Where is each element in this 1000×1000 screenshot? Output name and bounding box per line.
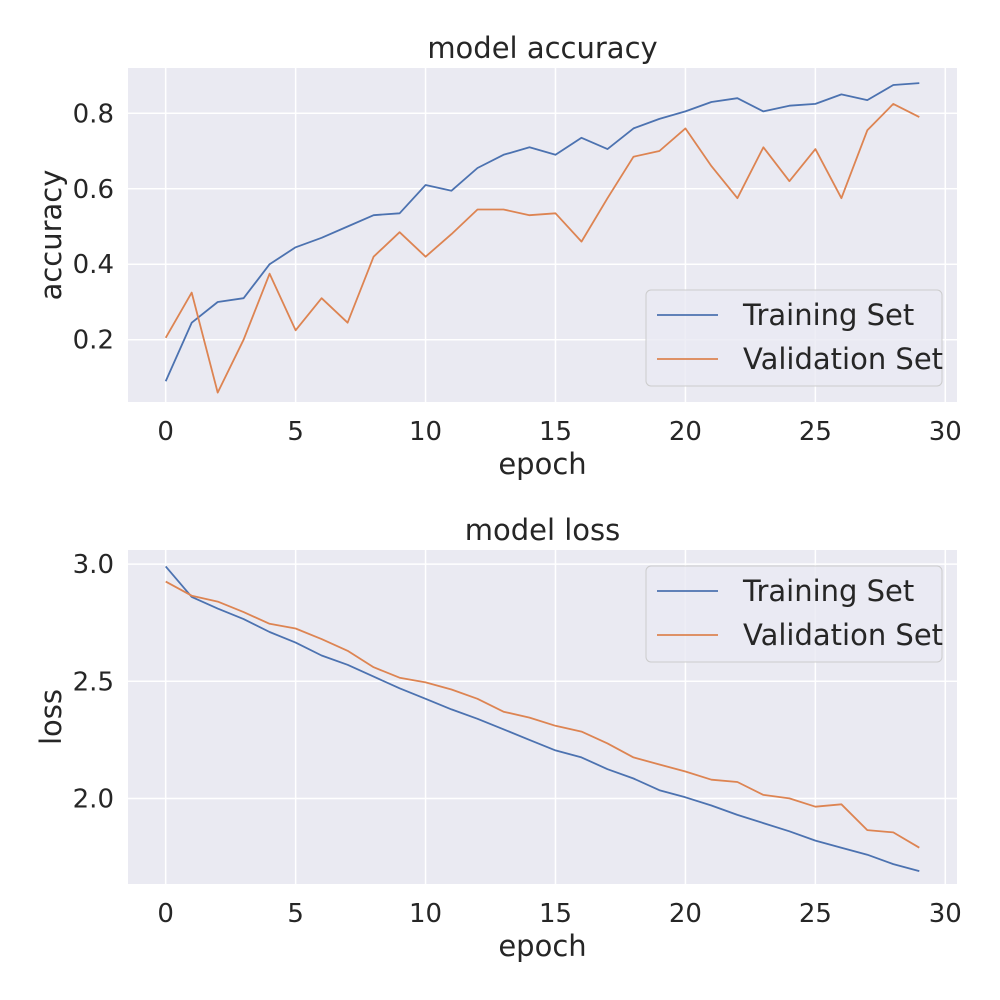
x-axis-label: epoch <box>498 929 586 963</box>
x-tick-label: 30 <box>929 899 962 929</box>
legend-label: Training Set <box>742 298 914 332</box>
legend-box <box>645 565 943 663</box>
x-tick-label: 20 <box>669 417 702 447</box>
y-axis-label: loss <box>34 689 68 745</box>
y-tick-label: 0.6 <box>73 175 114 205</box>
legend-label: Validation Set <box>743 618 943 652</box>
x-tick-label: 10 <box>409 417 442 447</box>
x-tick-label: 20 <box>669 899 702 929</box>
legend: Training Set Validation Set <box>645 565 943 663</box>
chart-title: model accuracy <box>427 31 657 65</box>
x-tick-label: 5 <box>287 417 304 447</box>
series-line-1 <box>164 103 920 394</box>
x-axis-label: epoch <box>498 447 586 481</box>
y-tick-label: 0.2 <box>73 326 114 356</box>
y-tick-label: 2.5 <box>73 667 114 697</box>
legend-label: Training Set <box>742 574 914 608</box>
y-tick-label: 0.8 <box>73 99 114 129</box>
y-tick-label: 0.4 <box>73 250 114 280</box>
y-tick-label: 2.0 <box>73 784 114 814</box>
x-tick-label: 5 <box>287 899 304 929</box>
legend: Training Set Validation Set <box>645 289 943 387</box>
series-line-0 <box>165 565 920 872</box>
x-tick-label: 25 <box>799 899 832 929</box>
legend-label: Validation Set <box>743 342 943 376</box>
x-tick-label: 30 <box>929 417 962 447</box>
y-tick-label: 3.0 <box>73 550 114 580</box>
series-line-0 <box>164 82 920 382</box>
y-axis-label: accuracy <box>34 170 68 301</box>
x-tick-label: 25 <box>799 417 832 447</box>
accuracy-chart: 0 5 10 15 20 25 30 0.2 0.4 0.6 0.8 model accuracy ep… <box>34 31 962 481</box>
legend-box <box>645 289 943 387</box>
series-line-1 <box>165 580 920 849</box>
x-tick-label: 10 <box>409 899 442 929</box>
x-tick-label: 15 <box>539 899 572 929</box>
x-tick-label: 0 <box>157 417 174 447</box>
chart-title: model loss <box>465 513 621 547</box>
x-tick-label: 0 <box>157 899 174 929</box>
loss-chart: 0 5 10 15 20 25 30 2.0 2.5 3.0 model loss epoch loss… <box>34 513 962 963</box>
x-tick-label: 15 <box>539 417 572 447</box>
